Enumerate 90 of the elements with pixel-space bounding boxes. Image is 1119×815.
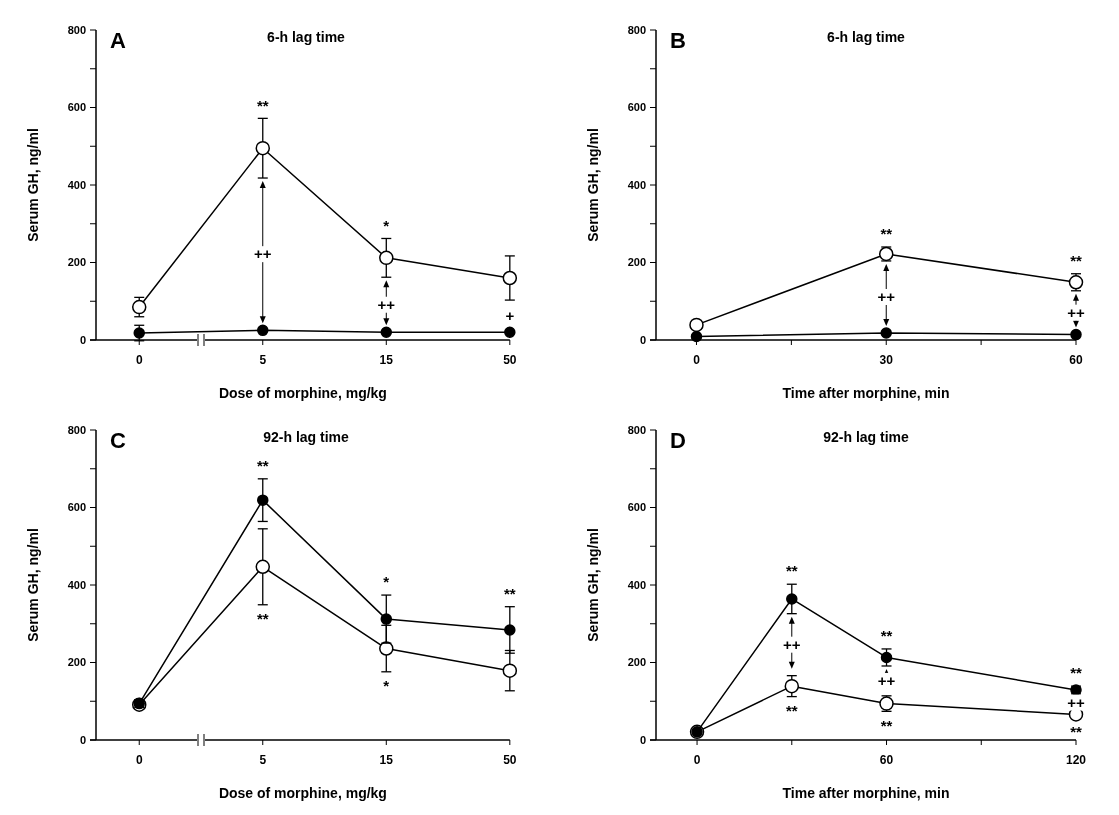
y-tick-label: 200 xyxy=(67,656,86,669)
x-tick-label: 0 xyxy=(135,353,143,367)
x-tick-label: 30 xyxy=(879,353,894,367)
chart-title: 6-h lag time xyxy=(827,29,906,45)
annotation: ** xyxy=(256,610,269,628)
annotation: ++ xyxy=(1067,693,1085,711)
point xyxy=(1070,328,1082,341)
x-tick-label: 5 xyxy=(259,353,267,367)
x-tick-label: 5 xyxy=(259,753,267,767)
annotation: ** xyxy=(785,562,798,580)
chart-title: 6-h lag time xyxy=(267,29,346,45)
point xyxy=(784,678,800,694)
annotation: ** xyxy=(880,225,893,243)
annotation: B xyxy=(670,28,686,53)
y-tick-label: 200 xyxy=(627,256,646,269)
y-tick-label: 400 xyxy=(627,578,646,591)
x-tick-label: 15 xyxy=(379,353,394,367)
y-tick-label: 600 xyxy=(627,501,646,514)
y-axis-title: Serum GH, ng/ml xyxy=(585,128,601,242)
annotation: ** xyxy=(256,96,269,114)
y-tick-label: 800 xyxy=(627,423,646,436)
y-tick-label: 400 xyxy=(627,178,646,191)
annotation: ** xyxy=(785,701,798,719)
y-tick-label: 200 xyxy=(67,256,86,269)
y-axis-title: Serum GH, ng/ml xyxy=(25,128,41,242)
y-tick-label: 800 xyxy=(627,23,646,36)
x-tick-label: 60 xyxy=(879,753,894,767)
chart-title: 92-h lag time xyxy=(823,429,909,445)
annotation: ++ xyxy=(1067,303,1085,321)
point xyxy=(379,250,394,266)
y-tick-label: 0 xyxy=(639,733,646,746)
y-tick-label: 600 xyxy=(67,101,86,114)
x-tick-label: 0 xyxy=(135,753,143,767)
y-tick-label: 400 xyxy=(67,178,86,191)
point xyxy=(690,330,703,343)
annotation: * xyxy=(383,216,390,234)
point xyxy=(257,324,269,337)
annotation: A xyxy=(110,28,126,53)
x-tick-label: 50 xyxy=(503,753,517,767)
point xyxy=(502,663,518,678)
annotation: * xyxy=(383,677,390,695)
y-tick-label: 0 xyxy=(79,733,86,746)
y-axis-title: Serum GH, ng/ml xyxy=(585,528,601,642)
y-tick-label: 0 xyxy=(79,333,86,346)
annotation: ** xyxy=(256,457,269,475)
x-axis-title: Dose of morphine, mg/kg xyxy=(218,785,387,801)
point xyxy=(502,270,518,286)
y-tick-label: 800 xyxy=(67,23,86,36)
point xyxy=(786,593,798,605)
x-axis-title: Time after morphine, min xyxy=(782,785,950,801)
y-tick-label: 600 xyxy=(627,101,646,114)
y-tick-label: 200 xyxy=(627,656,646,669)
annotation: ** xyxy=(1070,722,1082,740)
annotation: ** xyxy=(1070,251,1082,269)
point xyxy=(380,326,393,338)
y-tick-label: 400 xyxy=(67,578,86,591)
y-tick-label: 800 xyxy=(67,423,86,436)
chart-title: 92-h lag time xyxy=(263,429,349,445)
annotation: ** xyxy=(503,584,516,602)
point xyxy=(380,613,393,625)
annotation: C xyxy=(110,428,126,453)
x-tick-label: 50 xyxy=(503,353,517,367)
point xyxy=(257,494,269,506)
point xyxy=(255,559,271,575)
point xyxy=(504,326,516,338)
annotation: ++ xyxy=(877,288,896,306)
annotation: ++ xyxy=(254,245,272,263)
x-tick-label: 120 xyxy=(1065,753,1087,767)
x-tick-label: 15 xyxy=(379,753,394,767)
annotation: * xyxy=(383,573,390,591)
point xyxy=(880,327,892,339)
annotation: ++ xyxy=(877,672,896,690)
annotation: + xyxy=(505,307,515,325)
point xyxy=(504,624,516,636)
point xyxy=(255,140,271,156)
x-axis-title: Dose of morphine, mg/kg xyxy=(218,385,387,401)
annotation: D xyxy=(670,428,686,453)
y-tick-label: 600 xyxy=(67,501,86,514)
x-tick-label: 0 xyxy=(693,753,701,767)
y-axis-title: Serum GH, ng/ml xyxy=(25,528,41,642)
annotation: ** xyxy=(880,627,893,645)
x-tick-label: 0 xyxy=(693,353,701,367)
annotation: ++ xyxy=(783,635,801,653)
x-tick-label: 60 xyxy=(1069,353,1083,367)
point xyxy=(689,317,704,333)
x-axis-title: Time after morphine, min xyxy=(782,385,950,401)
annotation: ** xyxy=(880,716,893,734)
annotation: ** xyxy=(1070,664,1082,682)
y-tick-label: 0 xyxy=(639,333,646,346)
annotation: ++ xyxy=(377,295,396,313)
